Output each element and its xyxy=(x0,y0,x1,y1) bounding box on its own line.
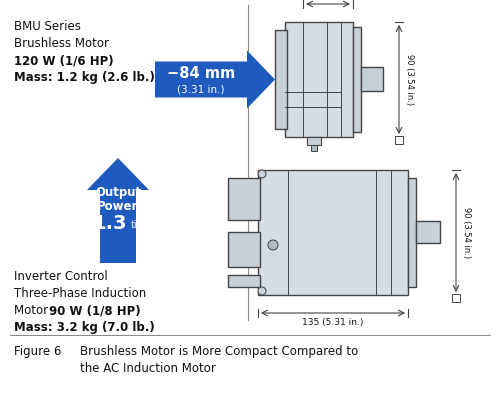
Bar xyxy=(416,221,440,243)
Text: 90 (3.54 in.): 90 (3.54 in.) xyxy=(405,54,414,105)
Text: 90 W (1/8 HP): 90 W (1/8 HP) xyxy=(49,304,140,317)
Polygon shape xyxy=(155,51,275,109)
Text: Motor: Motor xyxy=(14,304,52,317)
Bar xyxy=(285,22,353,137)
Text: Mass: 3.2 kg (7.0 lb.): Mass: 3.2 kg (7.0 lb.) xyxy=(14,321,155,334)
Bar xyxy=(311,145,317,151)
Text: 135 (5.31 in.): 135 (5.31 in.) xyxy=(302,318,364,327)
Text: the AC Induction Motor: the AC Induction Motor xyxy=(80,362,216,375)
Text: 90 (3.54 in.): 90 (3.54 in.) xyxy=(462,207,471,258)
Text: BMU Series: BMU Series xyxy=(14,20,81,33)
Circle shape xyxy=(258,287,266,295)
Text: Power: Power xyxy=(98,200,138,213)
Bar xyxy=(452,294,460,302)
Bar xyxy=(361,67,383,91)
Bar xyxy=(228,232,260,267)
Bar xyxy=(258,170,408,295)
Bar xyxy=(228,178,260,220)
Bar xyxy=(353,27,361,132)
Text: Output: Output xyxy=(95,186,141,199)
Bar xyxy=(307,137,321,145)
Text: times: times xyxy=(131,220,158,230)
Text: Mass: 1.2 kg (2.6 lb.): Mass: 1.2 kg (2.6 lb.) xyxy=(14,71,155,84)
Bar xyxy=(228,275,260,287)
Text: Three-Phase Induction: Three-Phase Induction xyxy=(14,287,146,300)
Bar xyxy=(408,178,416,287)
Text: Figure 6: Figure 6 xyxy=(14,345,62,358)
Text: 1.3: 1.3 xyxy=(93,214,127,233)
Text: Inverter Control: Inverter Control xyxy=(14,270,108,283)
Text: Brushless Motor: Brushless Motor xyxy=(14,37,109,50)
Circle shape xyxy=(268,240,278,250)
Bar xyxy=(275,30,287,129)
Text: Brushless Motor is More Compact Compared to: Brushless Motor is More Compact Compared… xyxy=(80,345,358,358)
Bar xyxy=(395,136,403,144)
Circle shape xyxy=(258,170,266,178)
Text: (3.31 in.): (3.31 in.) xyxy=(177,85,225,95)
Text: −84 mm: −84 mm xyxy=(167,66,235,81)
Text: 120 W (1/6 HP): 120 W (1/6 HP) xyxy=(14,54,114,67)
Polygon shape xyxy=(87,158,149,263)
